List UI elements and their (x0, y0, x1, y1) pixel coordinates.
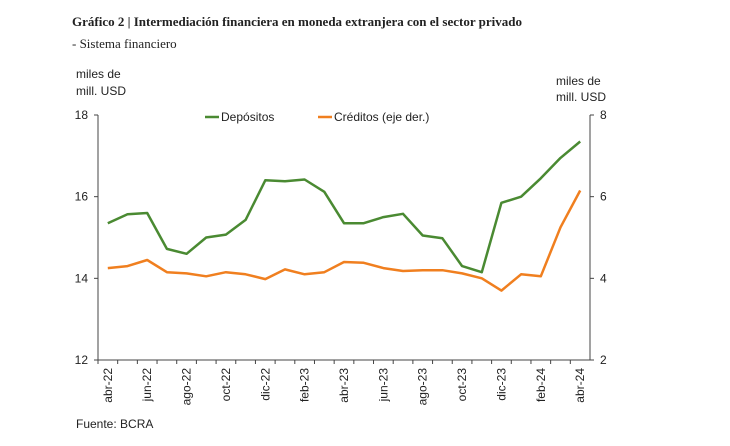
x-tick-label: ago-22 (180, 368, 194, 406)
x-tick-label: oct-22 (219, 368, 233, 402)
series-line (107, 189, 582, 292)
x-tick-label: feb-24 (534, 368, 548, 402)
x-tick-label: ago-23 (416, 368, 430, 406)
y2-axis-label: mill. USD (556, 90, 606, 104)
source: Fuente: BCRA (76, 417, 153, 431)
y-tick-label: 12 (75, 353, 89, 367)
y-axis-label: miles de (76, 67, 121, 81)
x-tick-label: abr-23 (337, 368, 351, 403)
chart-title: Gráfico 2 | Intermediación financiera en… (72, 14, 522, 29)
x-tick-label: jun-22 (140, 368, 154, 403)
x-tick-label: dic-22 (258, 368, 272, 401)
legend-label: Depósitos (221, 110, 274, 124)
x-tick-label: dic-23 (494, 368, 508, 401)
chart-subtitle: - Sistema financiero (72, 36, 177, 51)
x-tick-label: oct-23 (455, 368, 469, 402)
x-tick-label: jun-23 (376, 368, 390, 403)
x-tick-label: abr-22 (101, 368, 115, 403)
y-tick-label: 16 (75, 190, 89, 204)
y-axis-label: mill. USD (76, 84, 126, 98)
y-tick-label: 14 (75, 271, 89, 285)
y2-axis-label: miles de (556, 74, 601, 88)
y2-tick-label: 6 (600, 190, 607, 204)
y2-tick-label: 2 (600, 353, 607, 367)
y-tick-label: 18 (75, 108, 89, 122)
x-tick-label: feb-23 (298, 368, 312, 402)
y2-tick-label: 8 (600, 108, 607, 122)
series-line (107, 140, 581, 274)
legend-label: Créditos (eje der.) (334, 110, 429, 124)
x-tick-label: abr-24 (573, 368, 587, 403)
y2-tick-label: 4 (600, 271, 607, 285)
